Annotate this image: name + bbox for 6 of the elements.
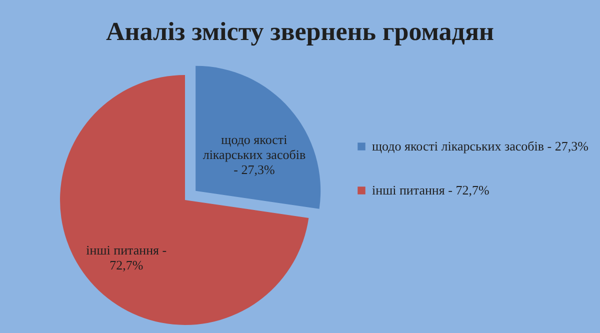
- legend-label: щодо якості лікарських засобів - 27,3%: [372, 138, 589, 154]
- slice-label: інші питання -: [86, 242, 167, 258]
- category-label: інші питання - 72,7%: [372, 182, 490, 198]
- chart-title: Аналіз змісту звернень громадян: [106, 17, 494, 46]
- data-label: 72,7%: [110, 258, 144, 273]
- slice-label: щодо якості лікарських засобів - 27,3%: [202, 132, 306, 178]
